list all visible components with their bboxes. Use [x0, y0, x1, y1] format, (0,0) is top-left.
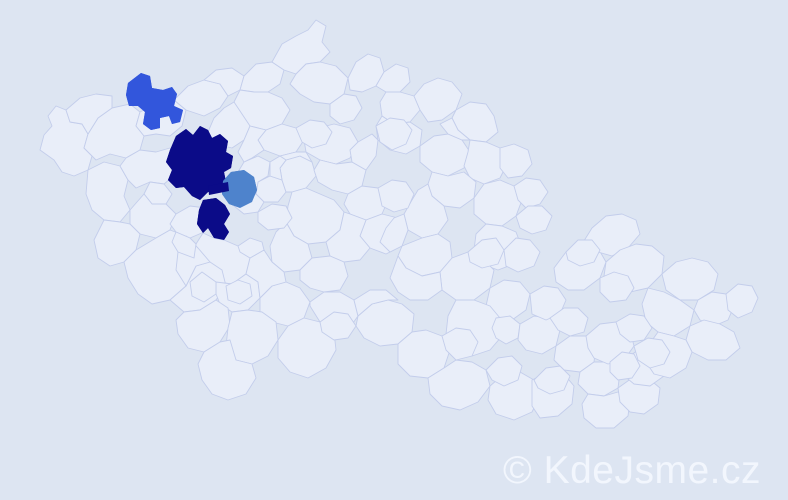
district-jablonec[interactable] [375, 63, 411, 93]
highlight-layer [126, 73, 257, 240]
district-interior-ag[interactable] [599, 271, 635, 303]
district-interior-l[interactable] [529, 285, 567, 321]
district-interior-ai[interactable] [565, 239, 601, 267]
district-interior-am[interactable] [515, 205, 553, 235]
district-interior-x[interactable] [237, 237, 265, 259]
district-interior-f[interactable] [389, 255, 443, 301]
district-interior-w[interactable] [257, 203, 293, 231]
district-brno-mesto[interactable] [491, 315, 521, 345]
highlight-louny[interactable] [126, 73, 183, 130]
district-trebic[interactable] [397, 329, 451, 379]
district-interior-y[interactable] [189, 271, 217, 303]
district-cesky-krumlov[interactable] [197, 339, 257, 401]
highlight-connector[interactable] [208, 182, 229, 195]
district-interior-i[interactable] [379, 213, 409, 253]
district-interior-s[interactable] [237, 125, 267, 163]
district-interior-r[interactable] [295, 119, 333, 149]
district-ostrava[interactable] [693, 291, 735, 327]
district-sokolov[interactable] [65, 93, 113, 135]
district-interior-k[interactable] [503, 237, 541, 273]
district-interior-aj[interactable] [439, 117, 471, 141]
district-opava[interactable] [661, 257, 719, 301]
district-interior-ad[interactable] [533, 365, 571, 395]
district-novy-jicin[interactable] [641, 287, 695, 337]
district-interior-al[interactable] [513, 177, 549, 209]
district-interior-aa[interactable] [319, 311, 357, 341]
district-ceske-budejovice[interactable] [225, 309, 279, 365]
district-interior-af[interactable] [609, 351, 641, 381]
district-karvina[interactable] [725, 283, 759, 319]
district-interior-ah[interactable] [615, 313, 653, 343]
watermark-kdejsme: © KdeJsme.cz [503, 449, 761, 492]
district-interior-q[interactable] [329, 93, 363, 125]
highlight-beroun[interactable] [197, 198, 230, 240]
district-uherske-hradiste[interactable] [581, 391, 631, 429]
district-jindrichuv-hradec[interactable] [277, 317, 337, 379]
district-interior-d[interactable] [299, 255, 349, 293]
highlight-rakovnik[interactable] [166, 126, 233, 200]
district-interior-p[interactable] [377, 179, 415, 213]
district-trutnov[interactable] [413, 77, 463, 123]
district-interior-j[interactable] [467, 237, 505, 269]
district-interior-ab[interactable] [441, 327, 479, 361]
district-rychnov[interactable] [463, 139, 509, 185]
highlight-kladno[interactable] [222, 170, 257, 208]
district-interior-ae[interactable] [633, 337, 671, 369]
district-interior-n[interactable] [375, 117, 413, 151]
district-interior-z[interactable] [225, 279, 253, 305]
district-interior-ak[interactable] [499, 143, 533, 179]
district-interior-e[interactable] [353, 289, 399, 317]
district-interior-o[interactable] [349, 133, 379, 171]
district-interior-m[interactable] [549, 307, 589, 337]
district-interior-u[interactable] [269, 155, 287, 181]
district-interior-b[interactable] [245, 249, 287, 299]
district-interior-a[interactable] [269, 221, 313, 273]
district-interior-h[interactable] [171, 231, 197, 259]
district-interior-ac[interactable] [485, 355, 523, 387]
district-usti-nad-orlici[interactable] [473, 179, 523, 227]
